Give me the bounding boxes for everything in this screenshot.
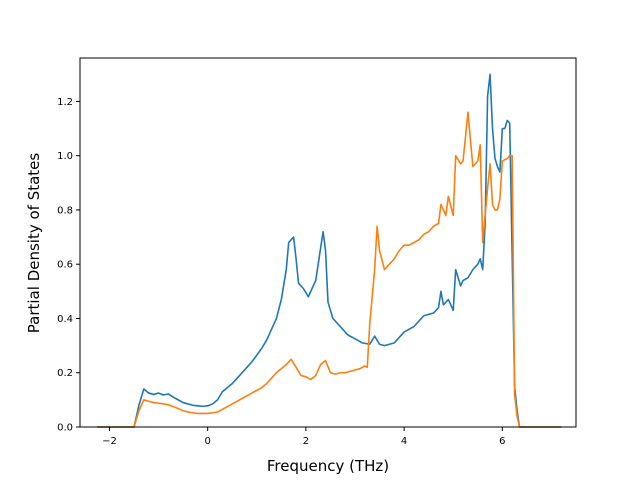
plot-lines [97, 73, 562, 428]
x-tick-label: 4 [401, 436, 407, 447]
y-tick-label: 0.2 [57, 368, 73, 379]
y-tick-label: 1.0 [57, 151, 73, 162]
x-axis-label: Frequency (THz) [267, 457, 389, 475]
y-tick-label: 0.8 [57, 205, 73, 216]
y-tick-label: 0.4 [57, 314, 73, 325]
y-axis-ticks: 0.0 0.2 0.4 0.6 0.8 1.0 1.2 [57, 97, 80, 434]
x-tick-label: −2 [102, 436, 117, 447]
y-tick-label: 0.0 [57, 423, 73, 434]
x-tick-label: 6 [499, 436, 505, 447]
x-axis-ticks: −2 0 2 4 6 [102, 427, 506, 447]
y-axis-label: Partial Density of States [25, 153, 43, 334]
series-line-1 [97, 73, 562, 428]
y-tick-label: 0.6 [57, 260, 73, 271]
plot-frame [79, 57, 577, 428]
series-line-2 [97, 111, 562, 428]
x-tick-label: 2 [303, 436, 309, 447]
x-tick-label: 0 [204, 436, 210, 447]
y-tick-label: 1.2 [57, 97, 73, 108]
